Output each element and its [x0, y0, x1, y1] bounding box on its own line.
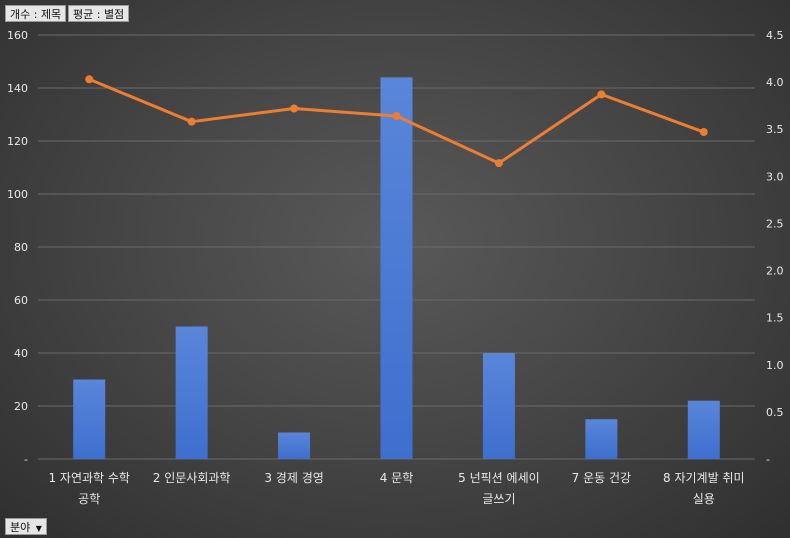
category-filter-label: 분야 [10, 521, 31, 534]
left-axis-ticks: - 20 40 60 80 100 120 140 160 [7, 29, 28, 466]
left-tick-label: 20 [14, 400, 28, 413]
line-point[interactable] [290, 104, 299, 113]
category-filter-button[interactable]: 분야 ▼ [5, 518, 47, 535]
line-point[interactable] [597, 90, 606, 99]
right-tick-label: 4.0 [766, 76, 784, 89]
left-tick-label: 100 [7, 188, 28, 201]
line-point[interactable] [392, 112, 401, 121]
right-tick-label: 2.0 [766, 265, 784, 278]
bar[interactable] [585, 419, 618, 459]
left-tick-label: 160 [7, 29, 28, 42]
bar[interactable] [278, 432, 311, 460]
category-label: 공학 [78, 492, 100, 506]
chevron-down-icon: ▼ [35, 524, 42, 533]
right-tick-label: 2.5 [766, 217, 784, 230]
left-tick-label: 40 [14, 347, 28, 360]
category-label: 글쓰기 [482, 492, 515, 506]
left-tick-label: 120 [7, 135, 28, 148]
category-label: 4 문학 [380, 471, 414, 485]
left-tick-label: 60 [14, 294, 28, 307]
left-tick-label: 80 [14, 241, 28, 254]
category-label: 3 경제 경영 [264, 471, 323, 485]
line-point[interactable] [187, 117, 196, 126]
category-label: 1 자연과학 수학 [48, 471, 130, 485]
right-tick-label: - [766, 453, 770, 466]
right-tick-label: 1.0 [766, 359, 784, 372]
category-label: 5 넌픽션 에세이 [458, 471, 540, 485]
right-tick-label: 0.5 [766, 406, 784, 419]
right-tick-label: 3.5 [766, 123, 784, 136]
bar-series [73, 77, 720, 460]
bar[interactable] [687, 400, 720, 459]
count-field-button[interactable]: 개수 : 제목 [5, 5, 67, 22]
left-tick-label: 140 [7, 82, 28, 95]
line-point[interactable] [494, 159, 503, 168]
line-series [85, 75, 708, 168]
bar[interactable] [175, 326, 208, 460]
right-tick-label: 3.0 [766, 170, 784, 183]
right-axis-ticks: - 0.5 1.0 1.5 2.0 2.5 3.0 3.5 4.0 4.5 [766, 29, 784, 466]
category-label: 7 운동 건강 [572, 471, 631, 485]
category-label: 2 인문사회과학 [153, 471, 231, 485]
category-label: 8 자기계발 취미 [663, 471, 745, 485]
category-label: 실용 [693, 492, 715, 506]
bar[interactable] [73, 379, 106, 460]
line-point[interactable] [85, 75, 94, 84]
line-point[interactable] [699, 128, 708, 137]
right-tick-label: 1.5 [766, 312, 784, 325]
bar[interactable] [482, 353, 515, 459]
bar[interactable] [380, 77, 413, 460]
left-tick-label: - [24, 453, 28, 466]
right-tick-label: 4.5 [766, 29, 784, 42]
average-field-button[interactable]: 평균 : 별점 [68, 5, 130, 22]
